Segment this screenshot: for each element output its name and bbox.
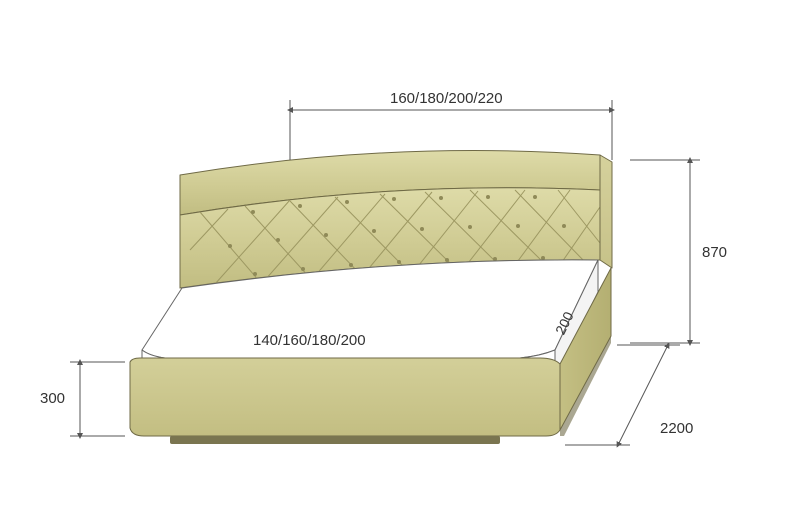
foot-front bbox=[170, 436, 500, 444]
dim-height-right: 870 bbox=[702, 244, 727, 261]
diagram-svg bbox=[0, 0, 795, 529]
dim-depth-right: 2200 bbox=[660, 420, 693, 437]
dim-base-height-left: 300 bbox=[40, 390, 65, 407]
dim-top-width: 160/180/200/220 bbox=[390, 90, 503, 107]
dim-mattress-width: 140/160/180/200 bbox=[253, 332, 366, 349]
bed-illustration bbox=[130, 151, 612, 445]
headboard-side bbox=[600, 155, 612, 268]
bed-dimension-diagram: 160/180/200/220 140/160/180/200 200 870 … bbox=[0, 0, 795, 529]
base-front bbox=[130, 358, 560, 436]
